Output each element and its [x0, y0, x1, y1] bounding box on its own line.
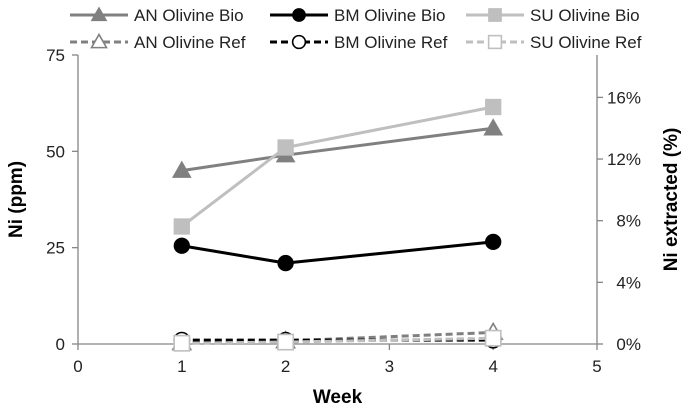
series-line — [181, 240, 494, 265]
data-point — [277, 139, 294, 156]
series-su-olivine-ref — [173, 329, 502, 352]
series-line — [181, 126, 494, 173]
y-left-tick-labels: 0 25 50 75 — [46, 46, 78, 354]
data-point — [173, 334, 191, 352]
x-axis-title: Week — [313, 387, 363, 408]
legend-item: SU Olivine Ref — [466, 33, 642, 52]
legend-label: SU Olivine Ref — [530, 33, 642, 52]
x-tick-label: 3 — [385, 357, 394, 376]
x-tick-label: 2 — [281, 357, 290, 376]
plot-area — [171, 98, 504, 352]
legend-label: AN Olivine Ref — [134, 33, 246, 52]
y-axis-right-title: Ni extracted (%) — [661, 128, 682, 272]
y-tick-label: 25 — [46, 239, 65, 258]
legend-swatch-marker — [90, 6, 108, 22]
series-bm-olivine-bio — [173, 233, 502, 272]
legend-label: AN Olivine Bio — [134, 6, 244, 25]
x-tick-label: 0 — [73, 357, 82, 376]
legend-swatch-marker — [292, 8, 306, 22]
axes — [77, 55, 598, 345]
series-line — [180, 105, 494, 228]
x-tick-label: 1 — [177, 357, 186, 376]
legend-label: SU Olivine Bio — [530, 6, 640, 25]
x-tick-labels: 0 1 2 3 4 5 — [73, 344, 602, 376]
y2-tick-label: 4% — [616, 273, 641, 292]
legend-item: AN Olivine Bio — [70, 6, 244, 25]
data-point — [173, 237, 190, 254]
y2-tick-label: 12% — [607, 150, 641, 169]
series-su-olivine-bio — [173, 98, 502, 235]
series-an-olivine-ref — [171, 321, 504, 351]
legend-item: BM Olivine Bio — [270, 6, 445, 25]
y-right-tick-labels: 0% 4% 8% 12% 16% — [597, 88, 641, 354]
y-tick-label: 50 — [46, 142, 65, 161]
series-an-olivine-bio — [171, 118, 504, 178]
legend-swatch-marker — [487, 34, 503, 50]
data-point — [171, 160, 192, 178]
data-point — [277, 333, 295, 351]
data-point — [277, 254, 294, 272]
legend-item: BM Olivine Ref — [270, 33, 448, 52]
y2-tick-label: 16% — [607, 88, 641, 107]
legend-swatch-marker — [291, 34, 307, 50]
data-point — [173, 218, 190, 235]
legend-label: BM Olivine Ref — [334, 33, 448, 52]
x-tick-label: 4 — [488, 357, 497, 376]
y-tick-label: 75 — [46, 46, 65, 65]
legend-swatch-marker — [488, 8, 502, 22]
x-tick-label: 5 — [592, 357, 601, 376]
y-tick-label: 0 — [56, 335, 65, 354]
data-point — [485, 233, 502, 251]
y-axis-left-title: Ni (ppm) — [6, 161, 27, 238]
data-point — [485, 98, 502, 116]
data-point — [484, 329, 502, 347]
legend-label: BM Olivine Bio — [334, 6, 445, 25]
y2-tick-label: 8% — [616, 212, 641, 231]
data-point — [483, 118, 504, 136]
legend-swatch-marker — [90, 32, 108, 49]
y2-tick-label: 0% — [616, 335, 641, 354]
legend-item: SU Olivine Bio — [466, 6, 640, 25]
legend: AN Olivine Bio BM Olivine Bio SU Olivine B… — [70, 6, 642, 52]
legend-item: AN Olivine Ref — [70, 32, 246, 52]
